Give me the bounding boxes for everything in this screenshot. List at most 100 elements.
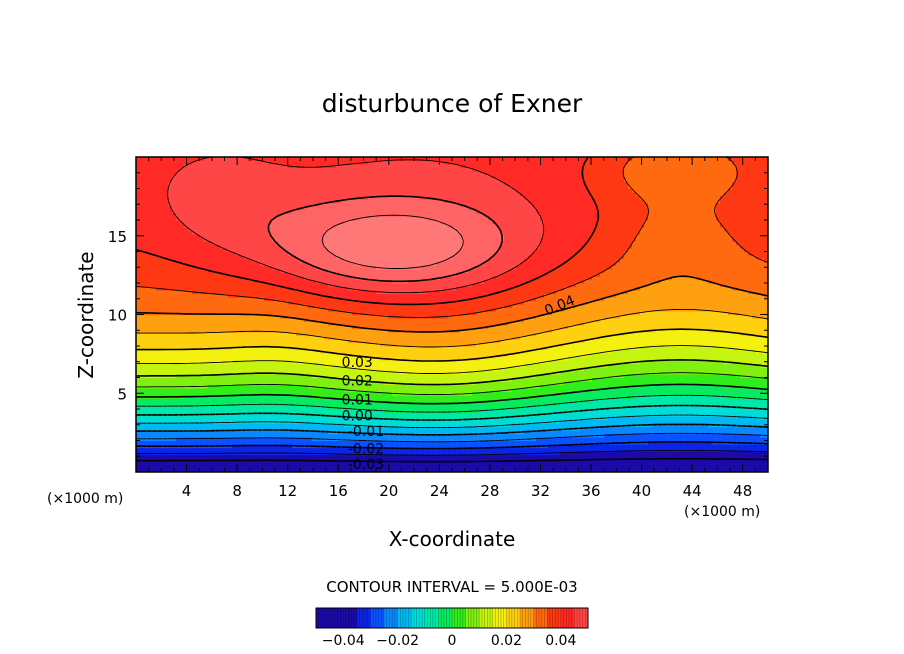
field-cell: [264, 440, 269, 445]
field-cell: [512, 381, 517, 386]
field-cell: [720, 398, 725, 403]
field-cell: [468, 398, 473, 403]
field-cell: [524, 451, 529, 456]
field-cell: [732, 388, 737, 393]
field-cell: [236, 395, 241, 400]
field-cell: [344, 451, 349, 456]
field-cell: [392, 426, 397, 431]
field-cell: [708, 468, 713, 472]
field-cell: [328, 395, 333, 400]
field-cell: [244, 468, 249, 472]
field-cell: [256, 440, 261, 445]
field-cell: [720, 412, 725, 417]
field-cell: [268, 391, 273, 396]
field-cell: [752, 374, 757, 379]
field-cell: [200, 447, 205, 452]
field-cell: [348, 444, 353, 449]
field-cell: [360, 451, 365, 456]
field-cell: [712, 451, 717, 456]
field-cell: [388, 405, 393, 410]
field-cell: [484, 374, 489, 379]
field-cell: [584, 447, 589, 452]
field-cell: [524, 416, 529, 421]
field-cell: [344, 440, 349, 445]
field-cell: [384, 461, 389, 466]
field-cell: [416, 437, 421, 442]
field-cell: [472, 374, 477, 379]
field-cell: [684, 391, 689, 396]
field-cell: [168, 377, 173, 382]
field-cell: [756, 367, 761, 372]
field-cell: [280, 447, 285, 452]
field-cell: [520, 412, 525, 417]
field-cell: [460, 433, 465, 438]
field-cell: [760, 465, 765, 470]
field-cell: [608, 433, 613, 438]
field-cell: [692, 381, 697, 386]
field-cell: [636, 430, 641, 435]
field-cell: [188, 426, 193, 431]
field-cell: [504, 437, 509, 442]
field-cell: [268, 426, 273, 431]
field-cell: [576, 433, 581, 438]
field-cell: [596, 454, 601, 459]
field-cell: [572, 363, 577, 368]
field-cell: [308, 433, 313, 438]
field-cell: [732, 398, 737, 403]
field-cell: [420, 409, 425, 414]
field-cell: [392, 360, 397, 365]
field-cell: [684, 409, 689, 414]
field-cell: [436, 367, 441, 372]
field-cell: [388, 384, 393, 389]
field-cell: [512, 437, 517, 442]
field-cell: [276, 395, 281, 400]
field-cell: [340, 454, 345, 459]
field-cell: [500, 395, 505, 400]
field-cell: [480, 412, 485, 417]
field-cell: [192, 447, 197, 452]
field-cell: [372, 412, 377, 417]
field-cell: [660, 367, 665, 372]
field-cell: [200, 370, 205, 375]
field-cell: [188, 465, 193, 470]
field-cell: [144, 468, 149, 472]
field-cell: [376, 440, 381, 445]
field-cell: [684, 451, 689, 456]
field-cell: [632, 416, 637, 421]
field-cell: [280, 388, 285, 393]
field-cell: [484, 405, 489, 410]
field-cell: [600, 412, 605, 417]
field-cell: [548, 426, 553, 431]
field-cell: [396, 398, 401, 403]
field-cell: [680, 405, 685, 410]
field-cell: [180, 461, 185, 466]
field-cell: [228, 395, 233, 400]
field-cell: [580, 395, 585, 400]
field-cell: [480, 440, 485, 445]
field-cell: [204, 391, 209, 396]
field-cell: [272, 465, 277, 470]
field-cell: [588, 391, 593, 396]
field-cell: [492, 409, 497, 414]
field-cell: [428, 416, 433, 421]
field-cell: [276, 412, 281, 417]
field-cell: [140, 430, 145, 435]
field-cell: [608, 405, 613, 410]
field-cell: [328, 360, 333, 365]
field-cell: [684, 388, 689, 393]
field-cell: [172, 391, 177, 396]
field-cell: [492, 388, 497, 393]
field-cell: [540, 461, 545, 466]
field-cell: [576, 465, 581, 470]
field-cell: [584, 388, 589, 393]
field-cell: [728, 367, 733, 372]
field-cell: [580, 381, 585, 386]
field-cell: [552, 367, 557, 372]
field-cell: [624, 367, 629, 372]
field-cell: [740, 398, 745, 403]
field-cell: [392, 367, 397, 372]
field-cell: [664, 444, 669, 449]
field-cell: [476, 367, 481, 372]
field-cell: [748, 388, 753, 393]
field-cell: [596, 451, 601, 456]
